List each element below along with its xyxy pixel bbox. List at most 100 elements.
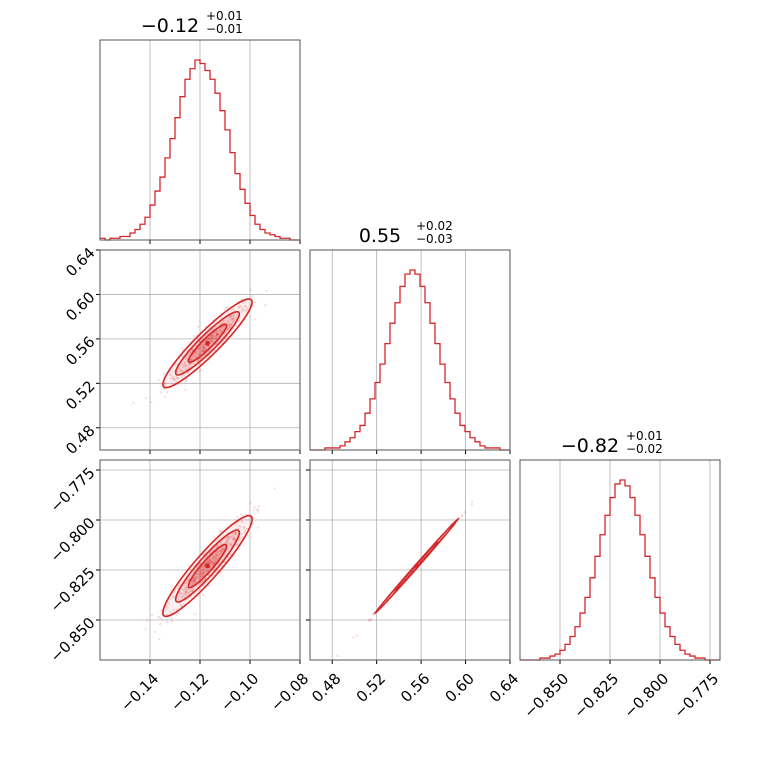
scatter-point: [225, 540, 228, 543]
scatter-point: [273, 487, 276, 490]
x-tick-label: −0.14: [117, 670, 162, 715]
scatter-point: [202, 594, 205, 597]
scatter-point: [256, 508, 259, 511]
x-tick-label: −0.08: [267, 670, 312, 715]
scatter-point: [202, 346, 206, 350]
y-tick-label: −0.800: [47, 514, 99, 566]
scatter-point: [470, 503, 473, 506]
scatter-point: [184, 582, 187, 586]
scatter-point: [177, 584, 180, 588]
scatter-point: [229, 325, 232, 328]
scatter-point: [225, 539, 228, 542]
scatter-point: [257, 510, 260, 514]
scatter-point: [170, 585, 174, 588]
scatter-point: [227, 320, 231, 324]
scatter-point: [227, 541, 230, 544]
scatter-point: [233, 531, 237, 535]
scatter-point: [191, 579, 194, 582]
scatter-point: [184, 388, 187, 392]
scatter-point: [232, 315, 235, 318]
scatter-point: [184, 591, 188, 594]
y-tick-label: −0.850: [47, 614, 99, 666]
scatter-point: [187, 353, 190, 356]
scatter-point: [192, 579, 196, 583]
scatter-point: [215, 333, 219, 336]
scatter-point: [197, 353, 200, 356]
scatter-point: [181, 354, 184, 358]
scatter-point: [239, 304, 243, 308]
scatter-point: [182, 593, 186, 596]
scatter-point: [166, 613, 169, 616]
scatter-point: [229, 317, 233, 320]
scatter-point: [226, 327, 230, 331]
scatter-point: [195, 572, 199, 576]
scatter-point: [171, 370, 174, 373]
scatter-point: [240, 309, 244, 312]
scatter-point: [200, 580, 204, 584]
scatter-point: [252, 509, 255, 512]
scatter-point: [201, 575, 204, 578]
scatter-point: [257, 505, 260, 508]
scatter-point: [178, 583, 182, 587]
scatter-point: [184, 378, 187, 382]
scatter-point: [237, 524, 241, 528]
scatter-point: [245, 308, 249, 311]
x-tick-label: −0.10: [217, 670, 262, 715]
scatter-point: [232, 537, 236, 541]
scatter-point: [368, 618, 371, 621]
scatter-point: [172, 595, 175, 598]
scatter-point: [228, 326, 232, 329]
scatter-point: [183, 365, 187, 368]
scatter-point: [162, 372, 165, 376]
scatter-point: [240, 519, 243, 523]
scatter-point: [190, 358, 193, 362]
scatter-point: [150, 613, 154, 617]
scatter-point: [184, 590, 187, 594]
scatter-point: [182, 373, 185, 377]
scatter-point: [212, 561, 215, 564]
scatter-point: [193, 580, 196, 584]
scatter-point: [238, 539, 242, 542]
scatter-point: [209, 560, 213, 563]
scatter-point: [211, 560, 214, 564]
scatter-point: [244, 309, 247, 313]
scatter-point: [204, 348, 207, 352]
scatter-point: [209, 559, 213, 563]
scatter-point: [221, 548, 225, 551]
scatter-point: [228, 543, 231, 546]
scatter-point: [190, 358, 193, 362]
scatter-point: [231, 532, 234, 535]
scatter-point: [241, 301, 245, 304]
scatter-point: [219, 552, 222, 556]
scatter-point: [265, 289, 268, 293]
scatter-point: [220, 549, 223, 552]
scatter-point: [230, 324, 233, 327]
scatter-point: [234, 317, 238, 321]
scatter-point: [207, 337, 211, 340]
scatter-point: [157, 378, 160, 382]
scatter-point: [250, 294, 254, 298]
scatter-point: [193, 356, 197, 359]
scatter-point: [212, 556, 215, 559]
scatter-point: [175, 376, 179, 380]
panel-frame: [309, 459, 511, 661]
scatter-point: [183, 363, 187, 366]
y-tick-label: 0.56: [62, 333, 98, 369]
scatter-point: [189, 358, 192, 361]
scatter-point: [196, 359, 200, 362]
scatter-point: [249, 501, 252, 505]
scatter-point: [240, 513, 243, 516]
scatter-point: [216, 333, 219, 336]
scatter-point: [181, 363, 184, 366]
scatter-point: [187, 587, 191, 591]
scatter-point: [197, 576, 200, 580]
scatter-point: [198, 575, 202, 578]
scatter-point: [215, 332, 219, 336]
scatter-point: [144, 627, 147, 631]
scatter-point: [227, 328, 230, 331]
scatter-point: [210, 333, 214, 337]
scatter-point: [176, 377, 180, 380]
scatter-point: [193, 576, 197, 579]
scatter-point: [197, 347, 201, 350]
scatter-point: [163, 384, 167, 387]
